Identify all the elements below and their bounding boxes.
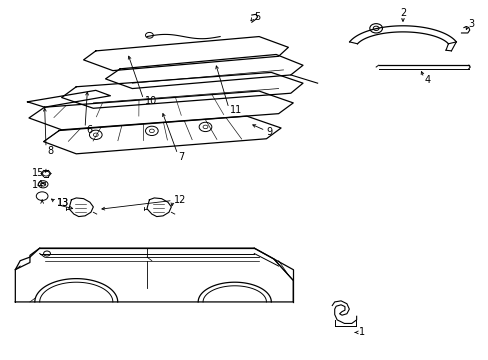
- Text: 5: 5: [254, 12, 260, 22]
- Text: 6: 6: [86, 125, 92, 135]
- Text: 12: 12: [173, 195, 186, 205]
- Text: 15: 15: [32, 168, 45, 178]
- Text: 1: 1: [358, 327, 365, 337]
- Text: 13: 13: [57, 198, 69, 208]
- Text: 14: 14: [32, 180, 44, 190]
- Text: 10: 10: [144, 96, 157, 106]
- Text: 7: 7: [178, 152, 184, 162]
- Text: 2: 2: [399, 8, 405, 18]
- Text: 3: 3: [468, 19, 474, 29]
- Text: 4: 4: [424, 75, 430, 85]
- Text: 9: 9: [266, 127, 272, 136]
- Text: 13: 13: [57, 198, 69, 208]
- Text: 8: 8: [47, 146, 53, 156]
- Text: 11: 11: [229, 105, 242, 115]
